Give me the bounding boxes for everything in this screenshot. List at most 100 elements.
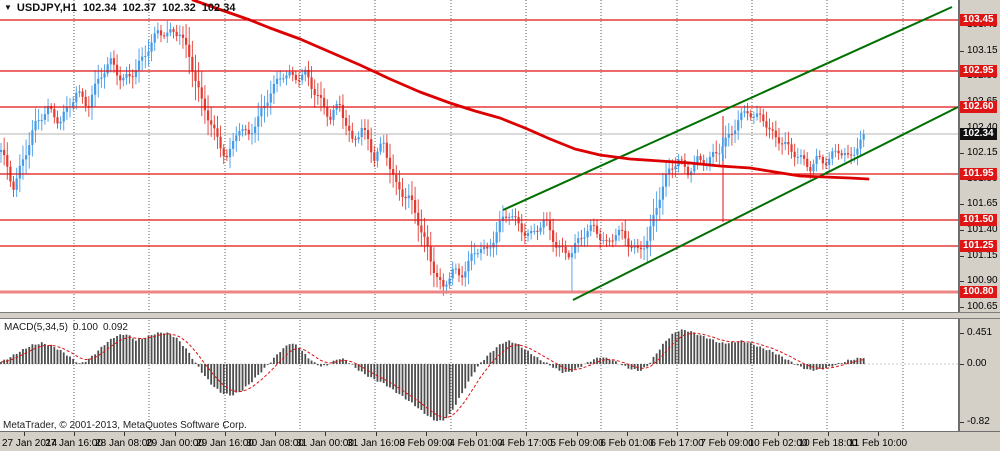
candle-body <box>514 216 517 218</box>
time-label: 10 Feb 02:00 <box>748 438 808 449</box>
candle-body <box>65 107 68 112</box>
price-axis[interactable]: 103.40103.15102.90102.65102.40102.15101.… <box>958 0 1000 431</box>
candle-body <box>417 212 420 226</box>
time-tick <box>426 432 427 436</box>
candle-body <box>696 156 699 163</box>
candle-body <box>37 120 40 122</box>
candle-body <box>781 143 784 145</box>
candle-body <box>181 34 185 38</box>
candle-body <box>78 91 81 93</box>
time-label: 4 Feb 01:00 <box>449 438 503 449</box>
time-axis[interactable]: 27 Jan 2014 27 Jan 16:00 28 Jan 08:00 29 Ja… <box>0 431 1000 451</box>
candle-body <box>169 29 172 33</box>
candle-body <box>599 233 602 240</box>
candle-body <box>90 94 94 108</box>
candle-body <box>627 238 630 247</box>
time-tick <box>275 432 276 436</box>
time-tick <box>124 432 125 436</box>
candle-body <box>326 106 329 117</box>
macd-name: MACD(5,34,5) <box>4 322 68 333</box>
candle-body <box>43 114 47 120</box>
time-tick <box>325 432 326 436</box>
candle-body <box>363 127 366 131</box>
candle-body <box>630 246 633 248</box>
candle-body <box>658 199 661 208</box>
candle-body <box>523 232 526 236</box>
candle-body <box>680 159 683 161</box>
main-panel[interactable] <box>0 0 958 312</box>
time-label: 4 Feb 17:00 <box>499 438 553 449</box>
candle-body <box>112 58 116 65</box>
candle-body <box>812 163 815 172</box>
candle-body <box>730 133 734 135</box>
candle-body <box>558 246 561 248</box>
candle-body <box>573 243 577 254</box>
level-price-tag: 101.25 <box>960 240 997 252</box>
candle-body <box>235 135 238 142</box>
candle-body <box>163 35 166 37</box>
candle-body <box>439 277 442 280</box>
candle-body <box>285 75 288 79</box>
moving-average-line[interactable] <box>191 0 870 181</box>
candle-body <box>442 279 445 287</box>
candle-body <box>81 91 84 97</box>
candle-body <box>156 30 159 34</box>
candle-body <box>796 156 799 158</box>
chart-area[interactable] <box>0 0 958 431</box>
time-label: 31 Jan 16:00 <box>347 438 405 449</box>
candle-body <box>611 240 614 242</box>
time-label: 29 Jan 00:00 <box>146 438 204 449</box>
panel-divider[interactable] <box>0 312 1000 319</box>
candle-body <box>200 87 203 99</box>
candle-body <box>304 69 307 75</box>
candle-body <box>508 216 511 218</box>
candle-body <box>354 138 357 140</box>
candle-body <box>348 125 351 131</box>
candle-body <box>351 130 354 139</box>
candle-body <box>793 151 796 158</box>
candle-body <box>266 102 269 106</box>
candle-body <box>583 237 586 239</box>
candle-body <box>445 284 448 287</box>
trend-channel-upper[interactable] <box>502 6 953 211</box>
candle-body <box>366 130 370 140</box>
candle-body <box>570 253 574 258</box>
candle-body <box>552 230 555 242</box>
level-price-tag: 103.45 <box>960 14 997 26</box>
macd-panel[interactable] <box>0 320 958 430</box>
ohlc-close: 102.34 <box>201 2 236 14</box>
candle-body <box>802 155 806 159</box>
copyright-text: MetaTrader, © 2001-2013, MetaQuotes Soft… <box>3 420 247 431</box>
candle-body <box>184 37 188 45</box>
candle-body <box>454 268 457 270</box>
time-label: 30 Jan 08:00 <box>246 438 304 449</box>
candle-body <box>316 94 319 96</box>
candle-body <box>492 242 495 248</box>
level-price-tag: 102.95 <box>960 65 997 77</box>
chart-dropdown-icon[interactable]: ▼ <box>4 3 12 12</box>
price-tick-label: 100.65 <box>967 301 998 312</box>
candle-body <box>6 155 9 167</box>
candle-body <box>533 230 536 232</box>
candle-body <box>379 143 382 152</box>
candle-body <box>357 137 360 140</box>
candle-body <box>501 216 505 222</box>
time-tick <box>476 432 477 436</box>
trend-channel-lower[interactable] <box>572 106 958 301</box>
candle-body <box>144 56 147 58</box>
candle-body <box>222 148 225 156</box>
candle-body <box>595 225 599 234</box>
candle-body <box>652 215 655 227</box>
price-tick-label: 102.40 <box>967 122 998 133</box>
time-label: 6 Feb 17:00 <box>650 438 704 449</box>
candle-body <box>115 64 119 76</box>
candle-body <box>624 230 627 239</box>
price-tick-label: 101.65 <box>967 198 998 209</box>
candle-body <box>72 102 75 107</box>
price-chart-canvas[interactable] <box>0 0 958 431</box>
candle-body <box>282 78 285 80</box>
candle-body <box>639 247 643 250</box>
candle-body <box>203 98 207 111</box>
candle-body <box>84 96 87 107</box>
candle-body <box>476 253 479 255</box>
